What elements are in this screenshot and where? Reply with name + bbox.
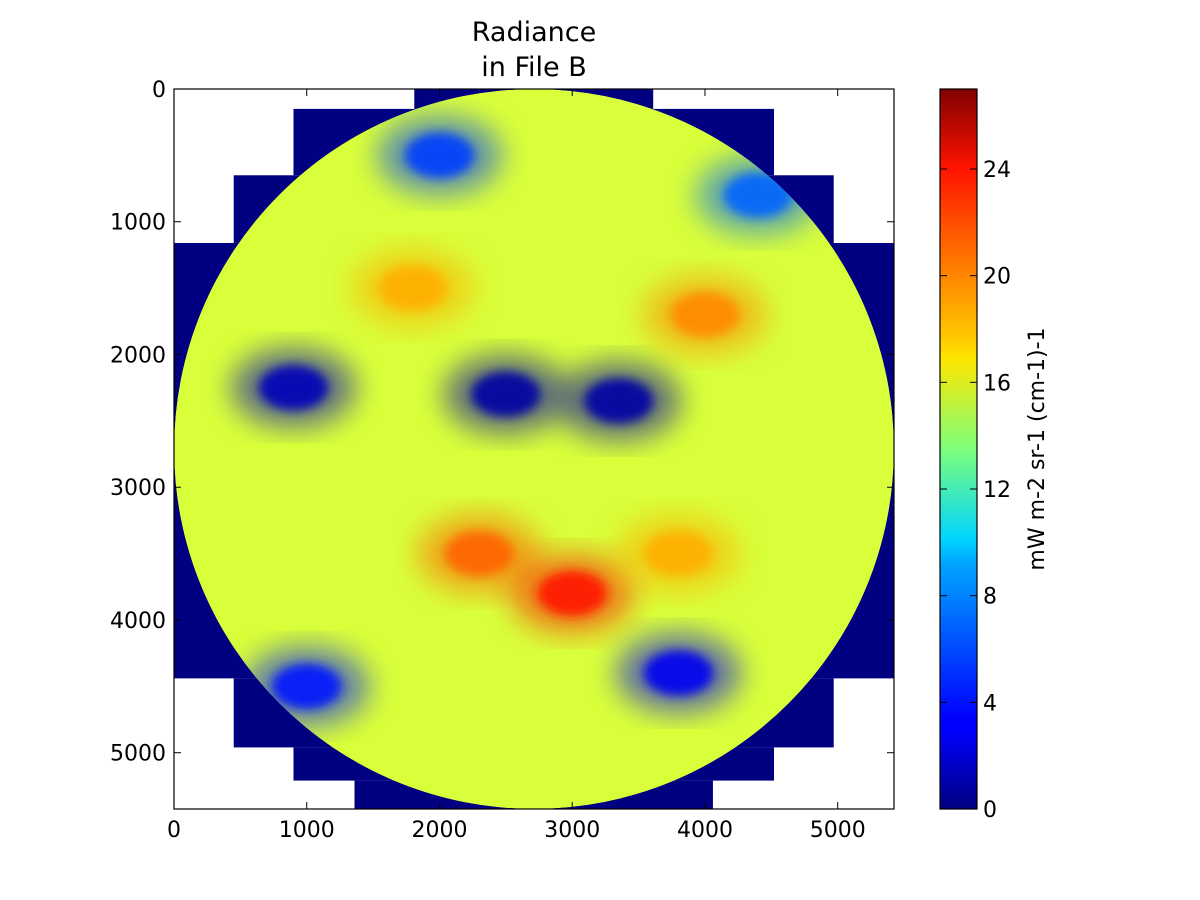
y-tick-label: 2000: [110, 343, 166, 368]
radiance-feature: [723, 172, 793, 218]
colorbar-gradient: [940, 89, 977, 809]
x-tick-label: 4000: [677, 818, 733, 843]
y-tick-label: 5000: [110, 742, 166, 767]
colorbar-tick-label: 4: [983, 691, 997, 716]
colorbar: 0 4 8 12 16 20 24 mW m-2 sr-1 (cm-1)-1: [939, 88, 1050, 823]
radiance-feature: [643, 650, 713, 696]
x-axis: 0 1000 2000 3000 4000 5000: [167, 89, 866, 843]
x-tick-label: 1000: [279, 818, 335, 843]
y-tick-label: 3000: [110, 476, 166, 501]
plot-frame: [173, 88, 895, 810]
radiance-feature: [272, 663, 342, 709]
colorbar-tick-label: 24: [983, 158, 1011, 183]
chart-title-line-2: in File B: [481, 52, 587, 83]
x-tick-label: 2000: [411, 818, 467, 843]
colorbar-tick-label: 0: [983, 798, 997, 823]
y-axis: 0 1000 2000 3000 4000 5000: [110, 78, 894, 767]
plot-area: [173, 88, 895, 810]
colorbar-ticks: 0 4 8 12 16 20 24: [940, 158, 1011, 823]
colorbar-tick-label: 20: [983, 265, 1011, 290]
earth-disk: [174, 89, 894, 809]
radiance-feature: [404, 132, 474, 178]
radiance-feature: [670, 292, 740, 338]
radiance-feature: [537, 570, 607, 616]
chart-title-line-1: Radiance: [471, 17, 597, 48]
colorbar-label: mW m-2 sr-1 (cm-1)-1: [1025, 327, 1050, 570]
x-tick-label: 3000: [544, 818, 600, 843]
y-tick-label: 0: [152, 78, 166, 103]
colorbar-tick-label: 16: [983, 371, 1011, 396]
colorbar-tick-label: 8: [983, 585, 997, 610]
radiance-feature: [444, 531, 514, 577]
x-tick-label: 5000: [810, 818, 866, 843]
y-tick-label: 4000: [110, 609, 166, 634]
radiance-feature: [471, 371, 541, 417]
colorbar-tick-label: 12: [983, 478, 1011, 503]
radiance-feature: [584, 378, 654, 424]
radiance-feature: [643, 531, 713, 577]
y-tick-label: 1000: [110, 211, 166, 236]
x-tick-label: 0: [167, 818, 181, 843]
radiance-feature: [378, 265, 448, 311]
disk-base: [174, 89, 894, 809]
colorbar-frame: [939, 88, 978, 810]
radiance-feature: [258, 365, 328, 411]
